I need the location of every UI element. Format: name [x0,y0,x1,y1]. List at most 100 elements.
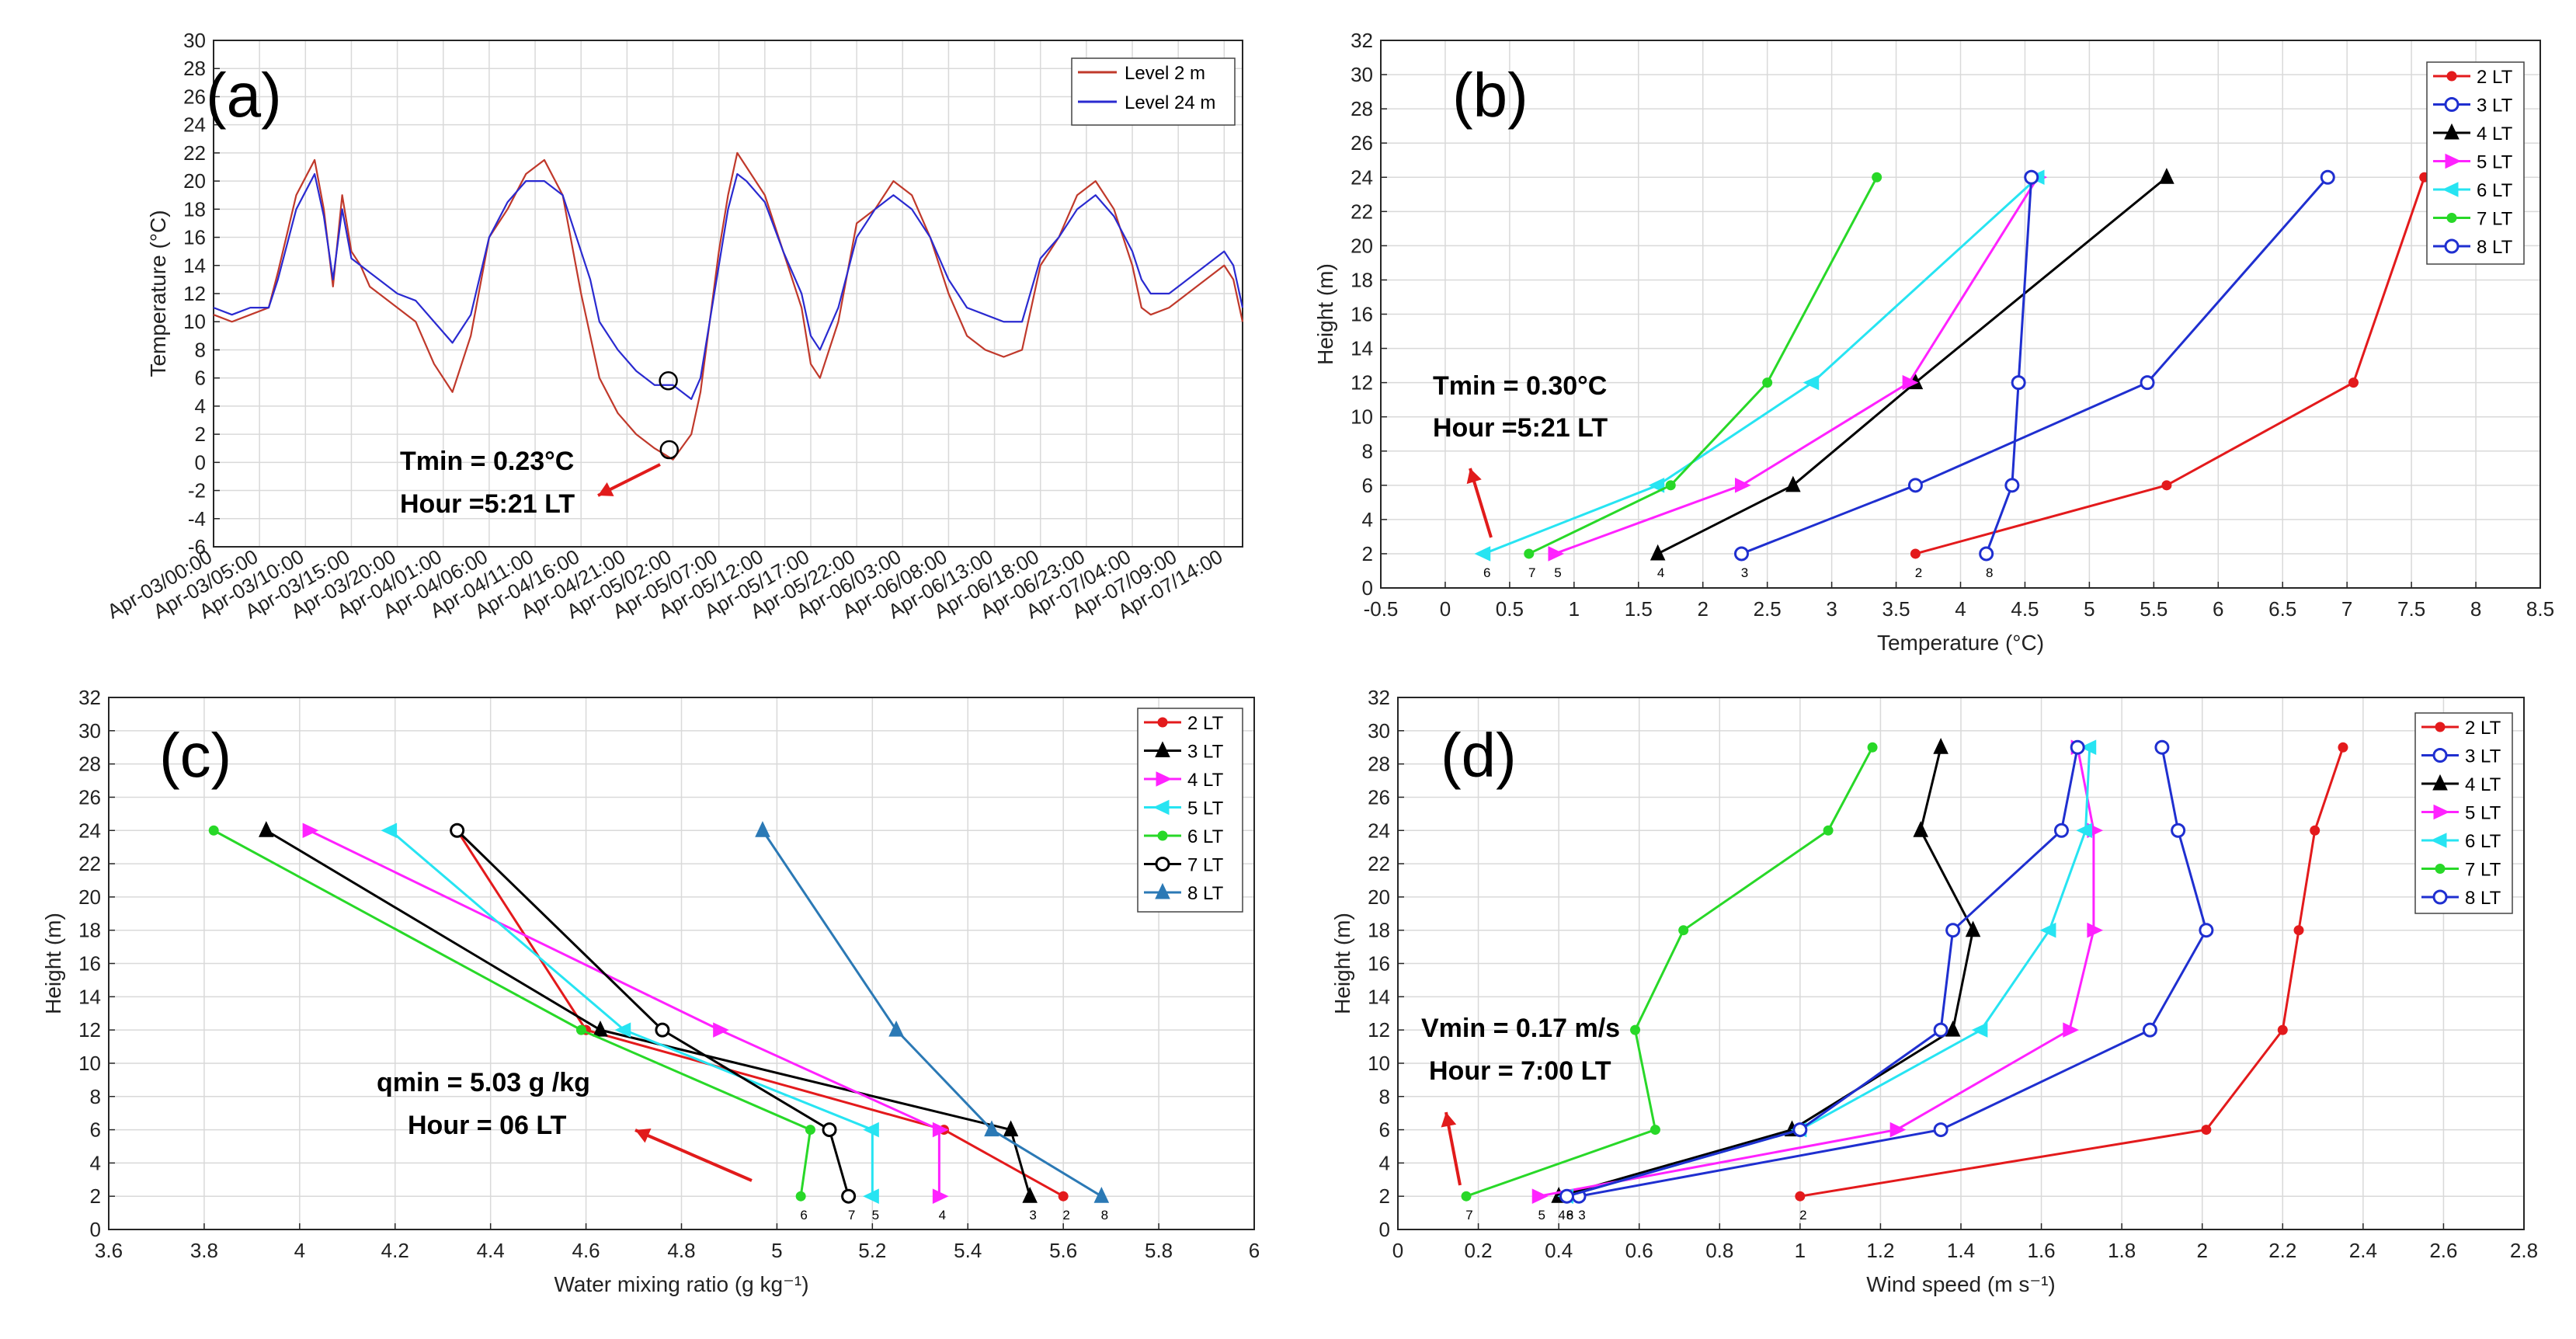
data-point [2070,739,2085,755]
y-tick-label: 24 [1368,819,1390,842]
data-point [1665,480,1676,491]
x-tick-label: 2.8 [2510,1239,2538,1262]
series-line [456,829,850,1197]
series-line [1578,746,2208,1198]
y-tick-label: 12 [1368,1018,1390,1042]
legend-marker [1155,857,1170,871]
data-point [863,1188,879,1204]
data-point [1933,738,1949,754]
x-tick-label: 6 [1249,1239,1260,1262]
x-tick-label: 4.5 [2011,597,2039,621]
x-tick-label: 0.8 [1705,1239,1733,1262]
y-tick-label: 30 [1368,719,1390,743]
series-4-lt: 4 [1650,168,2174,580]
legend-marker [1155,741,1170,757]
data-point [2011,375,2026,391]
legend-label: 4 LT [2477,123,2513,144]
point-label: 4 [1558,1208,1565,1222]
y-tick-label: 22 [78,852,101,875]
y-tick-label: 28 [1368,753,1390,776]
x-tick-label: 1.2 [1866,1239,1894,1262]
y-tick-label: 4 [195,395,206,418]
series-line [456,829,1064,1198]
data-point [2159,168,2174,184]
point-label: 3 [1029,1208,1036,1222]
data-point [2171,823,2186,838]
data-point [208,825,219,836]
y-tick-label: 8 [195,338,206,361]
y-tick-label: 12 [1351,371,1373,395]
data-point [1733,546,1749,562]
point-label: 6 [800,1208,807,1222]
x-tick-label: 3.6 [95,1239,123,1262]
y-tick-label: 26 [1351,131,1373,155]
point-label: 6 [1483,565,1490,580]
y-tick-label: 2 [1379,1184,1390,1208]
data-point [450,823,465,838]
point-label: 2 [1062,1208,1069,1222]
data-point [984,1120,999,1137]
x-axis-label: Wind speed (m s⁻¹) [1866,1272,2056,1296]
panel-tag: (b) [1452,61,1528,130]
y-tick-label: 2 [1362,542,1373,565]
y-tick-label: 30 [1351,63,1373,86]
x-tick-label: 7.5 [2397,597,2425,621]
series-6-lt: 6 [208,825,815,1222]
y-tick-label: 20 [183,169,206,193]
legend-marker [2442,182,2459,197]
data-point [2161,480,2172,491]
point-label: 5 [872,1208,879,1222]
series-2-lt: 2 [1910,172,2430,580]
x-tick-label: 1.4 [1947,1239,1975,1262]
y-tick-label: 0 [1362,576,1373,600]
x-tick-label: 2 [1697,597,1708,621]
legend-label: 5 LT [2465,803,2501,824]
legend-marker [2446,213,2457,223]
point-label: 7 [848,1208,855,1222]
legend-label: 3 LT [1187,742,1224,763]
series-8-lt: 8 [1559,739,2085,1222]
legend-label: 6 LT [2465,831,2501,852]
series-5-lt: 5 [381,823,879,1222]
y-tick-label: 18 [1351,268,1373,291]
data-point [1785,475,1801,492]
point-label: 6 [1566,1208,1573,1222]
x-tick-label: 0 [1392,1239,1403,1262]
data-point [1803,374,1820,391]
annotation-text: Hour = 7:00 LT [1429,1056,1611,1086]
y-tick-label: 32 [1351,29,1373,52]
data-point [822,1122,837,1138]
arrow-line [634,1129,753,1182]
y-tick-label: 30 [183,29,206,52]
series-line [213,172,1244,400]
x-tick-label: 0.4 [1545,1239,1573,1262]
data-point [2142,1022,2157,1038]
data-point [381,823,398,839]
x-tick-label: 5.6 [1049,1239,1077,1262]
x-tick-label: 2.5 [1754,597,1782,621]
y-tick-label: 4 [1379,1151,1390,1174]
data-point [2140,375,2155,391]
y-tick-label: 10 [183,310,206,333]
x-tick-label: 1 [1795,1239,1806,1262]
panel-tag: (c) [159,721,231,790]
data-point [2338,742,2348,753]
data-point [888,1020,904,1037]
x-tick-label: 0.2 [1464,1239,1492,1262]
point-label: 5 [1554,565,1561,580]
y-tick-label: 16 [183,226,206,249]
data-point [1913,821,1929,837]
y-tick-label: 8 [1379,1085,1390,1108]
y-tick-label: 14 [78,985,101,1008]
data-point [1945,1020,1961,1037]
legend-label: 7 LT [2477,209,2513,230]
legend-label: 5 LT [2477,152,2513,173]
x-tick-label: 3 [1826,597,1837,621]
legend-label: 5 LT [1187,798,1224,819]
legend-marker [2445,153,2462,169]
data-point [795,1191,806,1202]
series-line [389,829,874,1197]
x-tick-label: 1 [1569,597,1580,621]
